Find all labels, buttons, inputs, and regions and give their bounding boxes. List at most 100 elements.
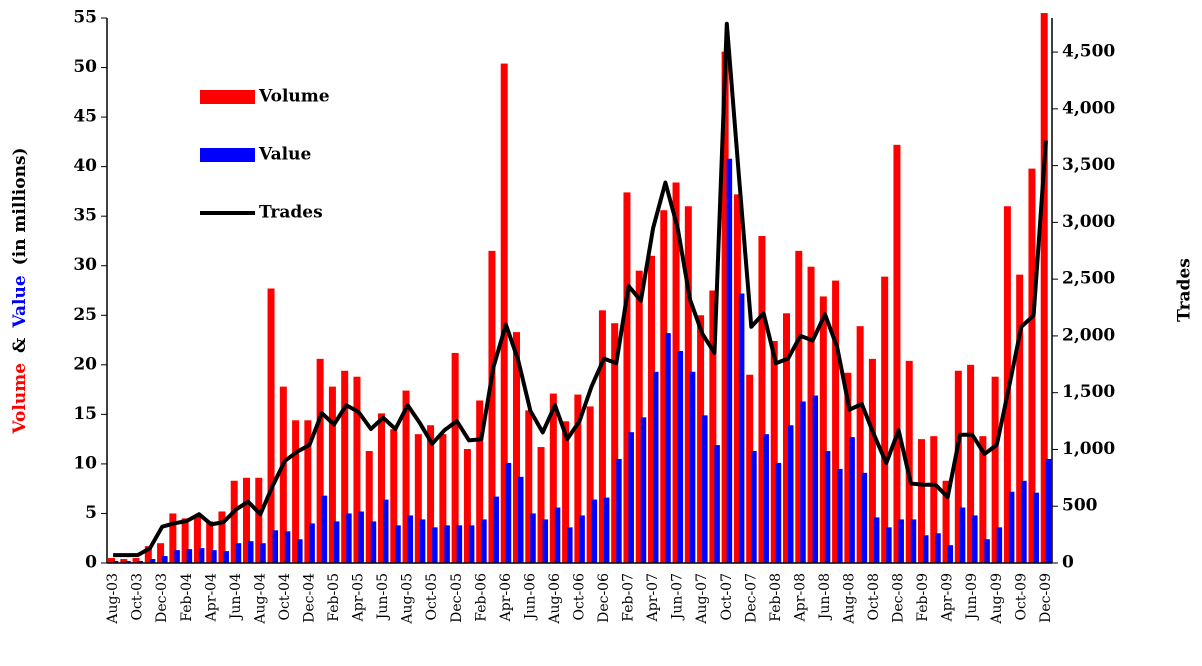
- bar: [402, 390, 410, 563]
- y2-tick-label: 3,000: [1062, 212, 1115, 232]
- bar: [304, 420, 312, 563]
- legend-swatch: [200, 90, 255, 104]
- bar: [758, 236, 766, 563]
- bar: [353, 376, 361, 563]
- bar: [746, 374, 754, 563]
- x-tick-label: Jun-04: [228, 573, 244, 621]
- bar: [537, 447, 545, 563]
- bar: [549, 393, 557, 563]
- bar: [230, 480, 238, 563]
- bar: [616, 458, 622, 563]
- y-label-part: Volume: [10, 363, 30, 435]
- bar: [419, 519, 426, 563]
- bar: [248, 541, 254, 563]
- bar: [935, 533, 941, 563]
- bar: [513, 332, 520, 563]
- x-tick-label: Oct-08: [866, 573, 882, 621]
- x-tick-label: Aug-09: [989, 573, 1005, 625]
- bar: [623, 192, 631, 563]
- bar: [390, 429, 398, 563]
- bar: [341, 370, 349, 563]
- y-tick-label: 25: [73, 305, 97, 325]
- bar: [157, 543, 165, 563]
- y-tick-label: 55: [73, 8, 97, 28]
- bar: [328, 386, 336, 563]
- bar: [697, 315, 705, 563]
- bar: [432, 527, 438, 563]
- bar: [751, 451, 757, 563]
- bar: [149, 559, 156, 563]
- x-tick-label: Feb-06: [473, 573, 489, 622]
- legend-label: Trades: [259, 203, 323, 223]
- bar: [186, 549, 193, 563]
- bar: [800, 401, 806, 563]
- bar: [132, 558, 140, 563]
- y-axis-label: Volume & Value (in millions): [10, 147, 30, 434]
- legend-label: Volume: [258, 87, 330, 107]
- bar: [108, 558, 115, 563]
- bar: [346, 513, 352, 563]
- bar: [653, 371, 659, 563]
- trades-line: [113, 21, 1048, 558]
- x-tick-label: Oct-06: [572, 573, 588, 621]
- bar: [684, 206, 692, 564]
- x-tick-label: Apr-07: [645, 573, 661, 622]
- x-tick-label: Oct-05: [424, 573, 440, 621]
- x-tick-label: Dec-05: [449, 573, 465, 623]
- bar: [488, 250, 496, 563]
- bar: [174, 550, 180, 563]
- bar: [709, 290, 717, 563]
- x-tick-label: Feb-07: [621, 573, 637, 622]
- y2-axis-label: Trades: [1175, 258, 1195, 322]
- bar: [972, 515, 978, 563]
- bar: [579, 515, 585, 563]
- bar: [665, 333, 671, 563]
- bar: [783, 313, 790, 563]
- bar: [947, 545, 954, 563]
- bar: [1028, 168, 1036, 564]
- bar: [775, 462, 782, 563]
- bar: [297, 539, 303, 563]
- y-tick-label: 40: [73, 156, 97, 176]
- bar: [788, 425, 794, 563]
- y2-tick-label: 500: [1062, 496, 1098, 516]
- bar: [832, 280, 840, 563]
- bar: [500, 63, 508, 563]
- x-tick-label: Dec-04: [302, 573, 318, 623]
- x-tick-label: Aug-04: [252, 573, 268, 625]
- bar: [206, 521, 214, 563]
- y-tick-label: 30: [73, 255, 97, 275]
- bar: [198, 548, 205, 563]
- x-tick-label: Apr-04: [203, 573, 219, 622]
- bar: [733, 194, 741, 563]
- x-tick-label: Dec-08: [891, 573, 907, 623]
- bar: [726, 158, 733, 563]
- y2-tick-label: 1,500: [1062, 382, 1115, 402]
- x-tick-label: Aug-05: [400, 573, 416, 625]
- bar: [113, 561, 119, 563]
- x-tick-label: Feb-09: [915, 573, 931, 622]
- bar: [763, 434, 769, 563]
- bar: [1016, 274, 1024, 563]
- bar: [451, 352, 459, 563]
- x-tick-label: Apr-05: [351, 573, 367, 622]
- y-label-part: (in millions): [10, 147, 30, 265]
- bar: [292, 420, 300, 563]
- bar: [1033, 492, 1039, 563]
- bar: [702, 415, 708, 563]
- bar: [598, 310, 606, 563]
- y-tick-label: 35: [73, 206, 97, 226]
- bar: [358, 511, 364, 563]
- y-tick-label: 20: [73, 354, 97, 374]
- y-tick-label: 45: [73, 107, 97, 127]
- x-tick-label: Jun-08: [817, 573, 833, 621]
- y-label-part: &: [10, 337, 30, 353]
- bar: [979, 436, 987, 563]
- bar: [628, 432, 634, 563]
- bar: [255, 477, 263, 563]
- bar: [414, 434, 422, 563]
- bar: [120, 559, 128, 563]
- bar: [714, 445, 720, 563]
- y-tick-label: 10: [73, 453, 97, 473]
- bar: [169, 513, 177, 563]
